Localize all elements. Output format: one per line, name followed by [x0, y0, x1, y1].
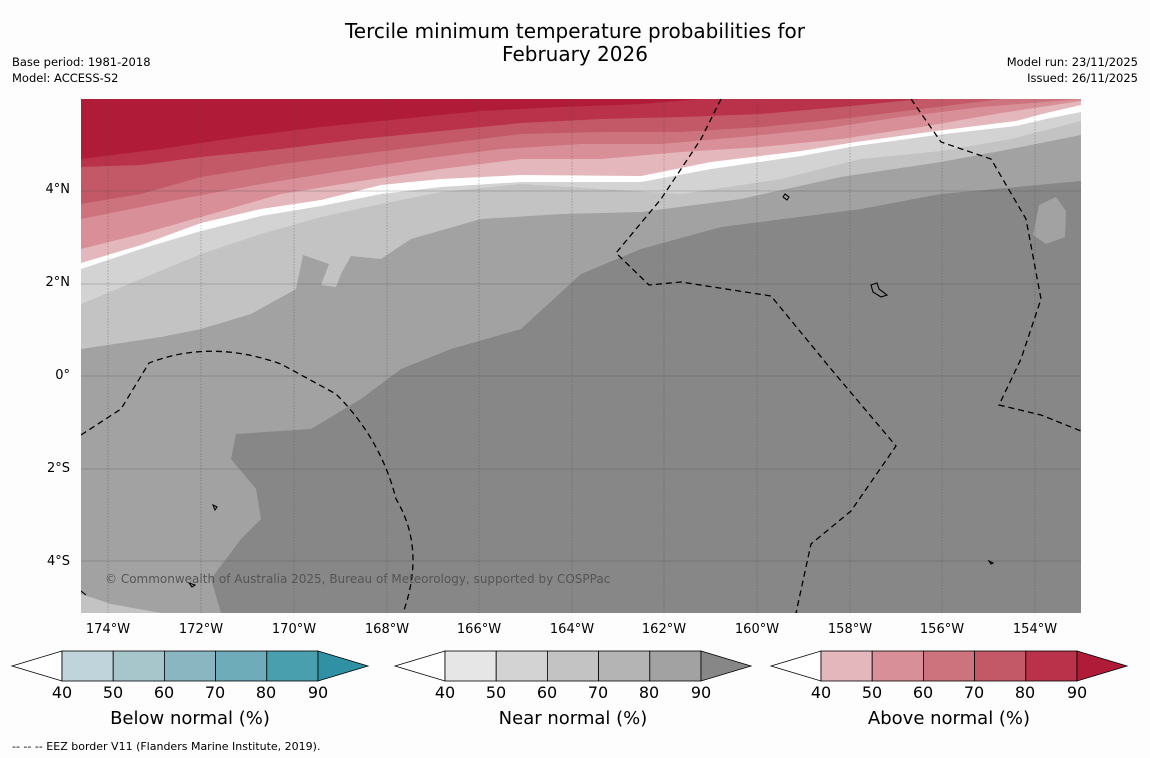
eez-border-north — [615, 99, 897, 613]
lon-label: 168°W — [364, 622, 410, 637]
colorbar-low-extension — [769, 650, 822, 682]
lon-label: 162°W — [641, 622, 687, 637]
lon-label: 154°W — [1012, 622, 1058, 637]
lat-label: 2°N — [45, 275, 71, 290]
colorbar-cell — [444, 650, 497, 682]
issued-text: Issued: 26/11/2025 — [1027, 71, 1138, 85]
colorbar-tick: 90 — [307, 683, 329, 702]
eez-border-west — [81, 350, 414, 613]
colorbar-tick: 80 — [255, 683, 277, 702]
lon-label: 164°W — [549, 622, 595, 637]
colorbar-tick: 80 — [638, 683, 660, 702]
colorbar-cell — [215, 650, 268, 682]
colorbar-cell — [61, 650, 114, 682]
colorbar-label-below: Below normal (%) — [110, 708, 270, 729]
colorbar-tick: 90 — [1066, 683, 1088, 702]
island-shape — [987, 559, 995, 565]
island-shape — [782, 193, 790, 201]
colorbar-cell — [266, 650, 319, 682]
colorbar-tick: 50 — [485, 683, 507, 702]
island-shape — [187, 581, 197, 588]
colorbar-cell — [974, 650, 1027, 682]
colorbar-high-extension — [1076, 650, 1129, 682]
colorbar-label-above: Above normal (%) — [867, 708, 1031, 729]
colorbar-tick: 70 — [587, 683, 609, 702]
model-text: Model: ACCESS-S2 — [12, 71, 119, 85]
colorbar-cell — [112, 650, 165, 682]
base-period-text: Base period: 1981-2018 — [12, 55, 151, 69]
lon-label: 160°W — [734, 622, 780, 637]
colorbar-cell — [820, 650, 873, 682]
lon-label: 158°W — [827, 622, 873, 637]
island-shape — [211, 503, 218, 512]
near-normal-80-region-east — [1033, 197, 1066, 244]
lat-label: 2°S — [46, 461, 70, 476]
lat-label: 4°S — [46, 554, 70, 569]
lon-label: 172°W — [178, 622, 224, 637]
colorbar-tick: 70 — [963, 683, 985, 702]
colorbar-cell — [649, 650, 702, 682]
colorbar-low-extension — [393, 650, 446, 682]
meta-right: Model run: 23/11/2025 Issued: 26/11/2025 — [1007, 54, 1138, 86]
lon-label: 174°W — [85, 622, 131, 637]
meta-left: Base period: 1981-2018 Model: ACCESS-S2 — [12, 54, 151, 86]
graticule — [81, 99, 1081, 613]
colorbar-cell — [495, 650, 548, 682]
colorbar-tick: 70 — [204, 683, 226, 702]
colorbar-near-normal — [393, 650, 753, 682]
colorbar-tick: 60 — [153, 683, 175, 702]
model-run-text: Model run: 23/11/2025 — [1006, 55, 1138, 69]
colorbar-below-normal — [10, 650, 370, 682]
copyright-credit: © Commonwealth of Australia 2025, Bureau… — [105, 572, 611, 586]
lon-label: 156°W — [919, 622, 965, 637]
colorbar-high-extension — [700, 650, 753, 682]
probability-map — [81, 99, 1081, 613]
colorbar-tick: 60 — [912, 683, 934, 702]
colorbar-cell — [546, 650, 599, 682]
near-normal-70-region-south — [81, 594, 161, 613]
lon-label: 170°W — [271, 622, 317, 637]
colorbar-tick: 90 — [690, 683, 712, 702]
eez-borders — [81, 99, 1081, 613]
colorbar-cell — [871, 650, 924, 682]
eez-border-east — [910, 99, 1081, 432]
colorbar-cell — [163, 650, 216, 682]
above-normal-90-region — [81, 99, 701, 159]
colorbar-tick: 40 — [434, 683, 456, 702]
map-title-line1: Tercile minimum temperature probabilitie… — [344, 19, 806, 43]
island-shape — [870, 282, 889, 298]
colorbar-cell — [922, 650, 975, 682]
colorbar-tick: 50 — [861, 683, 883, 702]
colorbar-label-near: Near normal (%) — [498, 708, 648, 729]
islands — [81, 193, 995, 596]
lat-label: 0° — [55, 368, 70, 383]
colorbar-tick: 80 — [1014, 683, 1036, 702]
colorbar-above-normal — [769, 650, 1129, 682]
colorbar-low-extension — [10, 650, 63, 682]
lat-label: 4°N — [45, 182, 71, 197]
colorbar-high-extension — [317, 650, 370, 682]
map-title-line2: February 2026 — [502, 42, 648, 66]
colorbar-cell — [1025, 650, 1078, 682]
colorbar-cell — [598, 650, 651, 682]
colorbar-tick: 40 — [51, 683, 73, 702]
colorbar-tick: 40 — [810, 683, 832, 702]
island-shape — [81, 590, 87, 596]
colorbar-tick: 60 — [536, 683, 558, 702]
lon-label: 166°W — [456, 622, 502, 637]
colorbar-tick: 50 — [102, 683, 124, 702]
eez-footnote: -- -- -- EEZ border V11 (Flanders Marine… — [12, 740, 321, 753]
